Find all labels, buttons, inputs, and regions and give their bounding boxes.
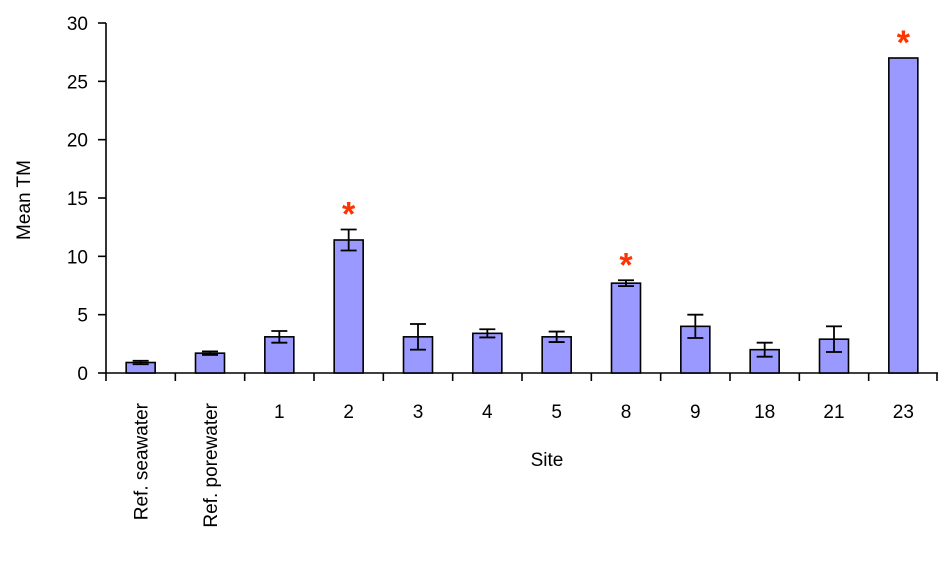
y-axis-title: Mean TM [14,160,35,240]
category-label-4: 4 [482,402,493,423]
category-label-8: 8 [621,402,632,423]
y-tick-label-25: 25 [67,72,88,93]
error-bar-18 [756,341,773,358]
y-tick-label-20: 20 [67,131,88,152]
error-bar-1 [271,330,288,344]
category-label-21: 21 [823,402,844,423]
category-label-1: 1 [274,402,285,423]
y-tick-label-15: 15 [67,189,88,210]
bar-23 [888,57,919,374]
category-label-9: 9 [690,402,701,423]
category-labels-group: Ref. seawater Ref. porewater 1 2 3 4 5 8 9 18 21 23 [132,402,914,528]
bar-ref-porewater [194,352,226,374]
y-tick-label-30: 30 [67,14,88,35]
y-tick-label-0: 0 [77,364,88,385]
significance-marker-23: * [897,24,911,62]
category-label-3: 3 [413,402,424,423]
error-bar-3 [410,323,426,351]
y-tick-label-10: 10 [67,247,88,268]
bar-4 [472,332,503,374]
category-label-18: 18 [754,402,775,423]
bars-group [125,57,919,374]
error-bar-5 [548,330,565,343]
bar-8 [610,282,642,374]
category-label-ref-seawater: Ref. seawater [132,402,153,520]
error-bar-2 [340,228,357,252]
x-axis [105,372,938,381]
category-label-2: 2 [343,402,354,423]
category-label-23: 23 [893,402,914,423]
y-tick-label-5: 5 [77,306,88,327]
significance-marker-2: * [342,196,356,234]
significance-markers-group: * * * [342,24,911,284]
x-axis-title: Site [531,450,564,471]
y-axis: 0 5 10 15 20 25 30 [67,14,107,385]
error-bar-8 [618,279,634,287]
category-label-ref-porewater: Ref. porewater [201,402,222,527]
error-bar-9 [687,313,704,339]
error-bar-ref-seawater [132,359,149,366]
error-bar-ref-porewater [202,350,218,356]
category-label-5: 5 [551,402,562,423]
error-bar-21 [826,325,842,353]
significance-marker-8: * [619,246,633,284]
error-bars-group [132,228,842,366]
error-bar-4 [479,328,496,339]
bar-2 [333,239,364,374]
